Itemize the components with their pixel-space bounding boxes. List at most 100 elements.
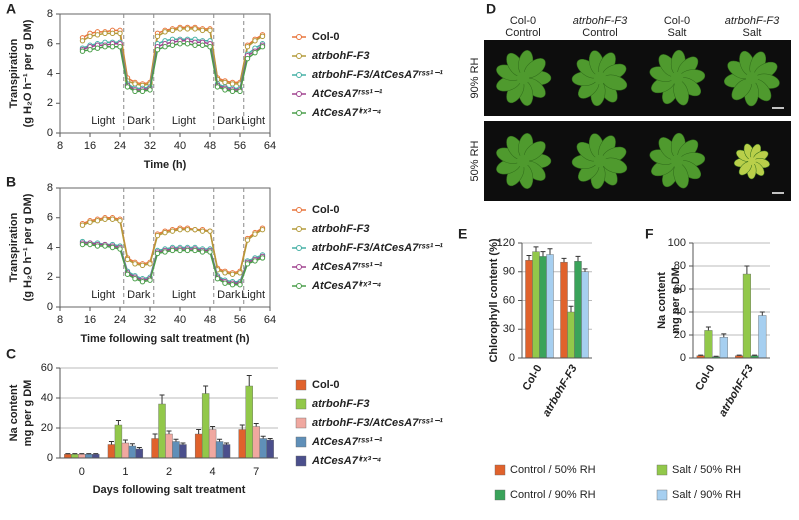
bar	[201, 393, 210, 459]
error-bar	[180, 442, 186, 445]
point	[252, 258, 258, 264]
annotation: Dark	[217, 289, 241, 301]
point	[192, 226, 198, 233]
error-bar	[698, 354, 704, 356]
bar	[567, 311, 575, 359]
point	[102, 243, 108, 249]
point	[199, 249, 206, 255]
x-tick-label: 64	[264, 314, 276, 326]
error-bar	[173, 438, 179, 442]
x-tick-label: 64	[264, 140, 276, 152]
error-bar	[736, 354, 742, 356]
point	[177, 226, 183, 233]
legend-label: Control / 50% RH	[510, 464, 596, 476]
error-bar	[533, 246, 539, 252]
legend-marker	[296, 264, 302, 270]
column-label: atrbohF-F3	[573, 15, 628, 27]
point	[132, 81, 138, 87]
error-bar	[72, 453, 78, 455]
error-bar	[526, 254, 532, 261]
error-bar	[752, 354, 758, 356]
bar	[719, 337, 728, 359]
legend-swatch	[656, 489, 668, 501]
error-bar	[224, 442, 230, 445]
y-tick-label: 0	[47, 127, 53, 139]
point	[199, 27, 206, 34]
point	[207, 228, 213, 234]
point	[94, 32, 101, 38]
x-tick-label: atrbohF-F3	[540, 363, 579, 419]
leaf	[516, 154, 530, 168]
point	[87, 47, 93, 53]
point	[207, 27, 213, 34]
point	[87, 241, 93, 248]
bar	[266, 439, 274, 459]
bar	[114, 424, 123, 459]
point	[139, 88, 146, 95]
y-tick-label: 90	[503, 266, 515, 278]
point	[184, 226, 191, 233]
y-tick-label: 100	[668, 237, 686, 249]
y-tick-label: 6	[47, 38, 53, 50]
annotation: Light	[91, 115, 115, 127]
annotation: Light	[241, 115, 265, 127]
leaf	[670, 154, 684, 168]
legend-marker	[296, 110, 302, 116]
bar	[121, 442, 130, 459]
point	[177, 26, 183, 32]
bar	[107, 444, 116, 459]
point	[102, 216, 108, 222]
error-bar	[239, 424, 245, 430]
error-bar	[575, 255, 581, 262]
y-tick-label: 0	[47, 452, 53, 464]
x-tick-label: 56	[234, 314, 246, 326]
y-tick-label: 20	[674, 329, 686, 341]
point	[199, 228, 206, 234]
legend-marker	[296, 283, 302, 289]
y-tick-label: 60	[674, 283, 686, 295]
bar	[252, 426, 260, 459]
x-tick-label: Col-0	[693, 363, 717, 393]
x-axis-label: Time following salt treatment (h)	[80, 333, 249, 345]
legend-label: AtCesA7ⁱʳˣ³⁻⁴	[311, 107, 382, 119]
point	[79, 241, 86, 248]
point	[147, 277, 153, 283]
legend-label: atrbohF-F3/AtCesA7ʳˢˢ¹⁻¹	[312, 242, 443, 254]
legend-label: Salt / 50% RH	[672, 464, 741, 476]
point	[237, 270, 243, 276]
point	[252, 38, 258, 44]
point	[214, 276, 221, 282]
error-bar	[561, 257, 567, 263]
error-bar	[152, 433, 158, 439]
error-bar	[721, 333, 727, 338]
point	[229, 81, 236, 87]
legend-swatch	[295, 436, 307, 448]
bar	[92, 454, 100, 459]
y-axis-label: mg per g DM	[670, 267, 682, 334]
x-axis-label: Days following salt treatment	[93, 484, 246, 496]
y-axis-label: Na content	[656, 272, 668, 329]
y-axis-label: mg per g DM	[22, 380, 34, 447]
error-bar	[203, 385, 209, 394]
point	[109, 244, 116, 251]
error-bar	[65, 453, 71, 455]
legend-swatch	[295, 398, 307, 410]
error-bar	[260, 435, 266, 439]
x-tick-label: 8	[57, 314, 63, 326]
point	[207, 44, 213, 50]
y-tick-label: 4	[47, 67, 53, 79]
error-bar	[713, 355, 719, 357]
legend-label: Col-0	[312, 31, 340, 43]
bar	[172, 441, 180, 459]
annotation: Light	[172, 115, 196, 127]
column-label: Salt	[668, 27, 687, 39]
panel-label: A	[6, 1, 16, 17]
error-bar	[196, 429, 202, 434]
point	[259, 226, 266, 233]
legend-label: atrbohF-F3	[312, 223, 369, 235]
bar	[758, 315, 767, 359]
y-axis-label: Transpiration	[8, 38, 20, 108]
point	[132, 276, 138, 282]
x-tick-label: atrbohF-F3	[717, 363, 756, 419]
legend-marker	[296, 53, 302, 59]
